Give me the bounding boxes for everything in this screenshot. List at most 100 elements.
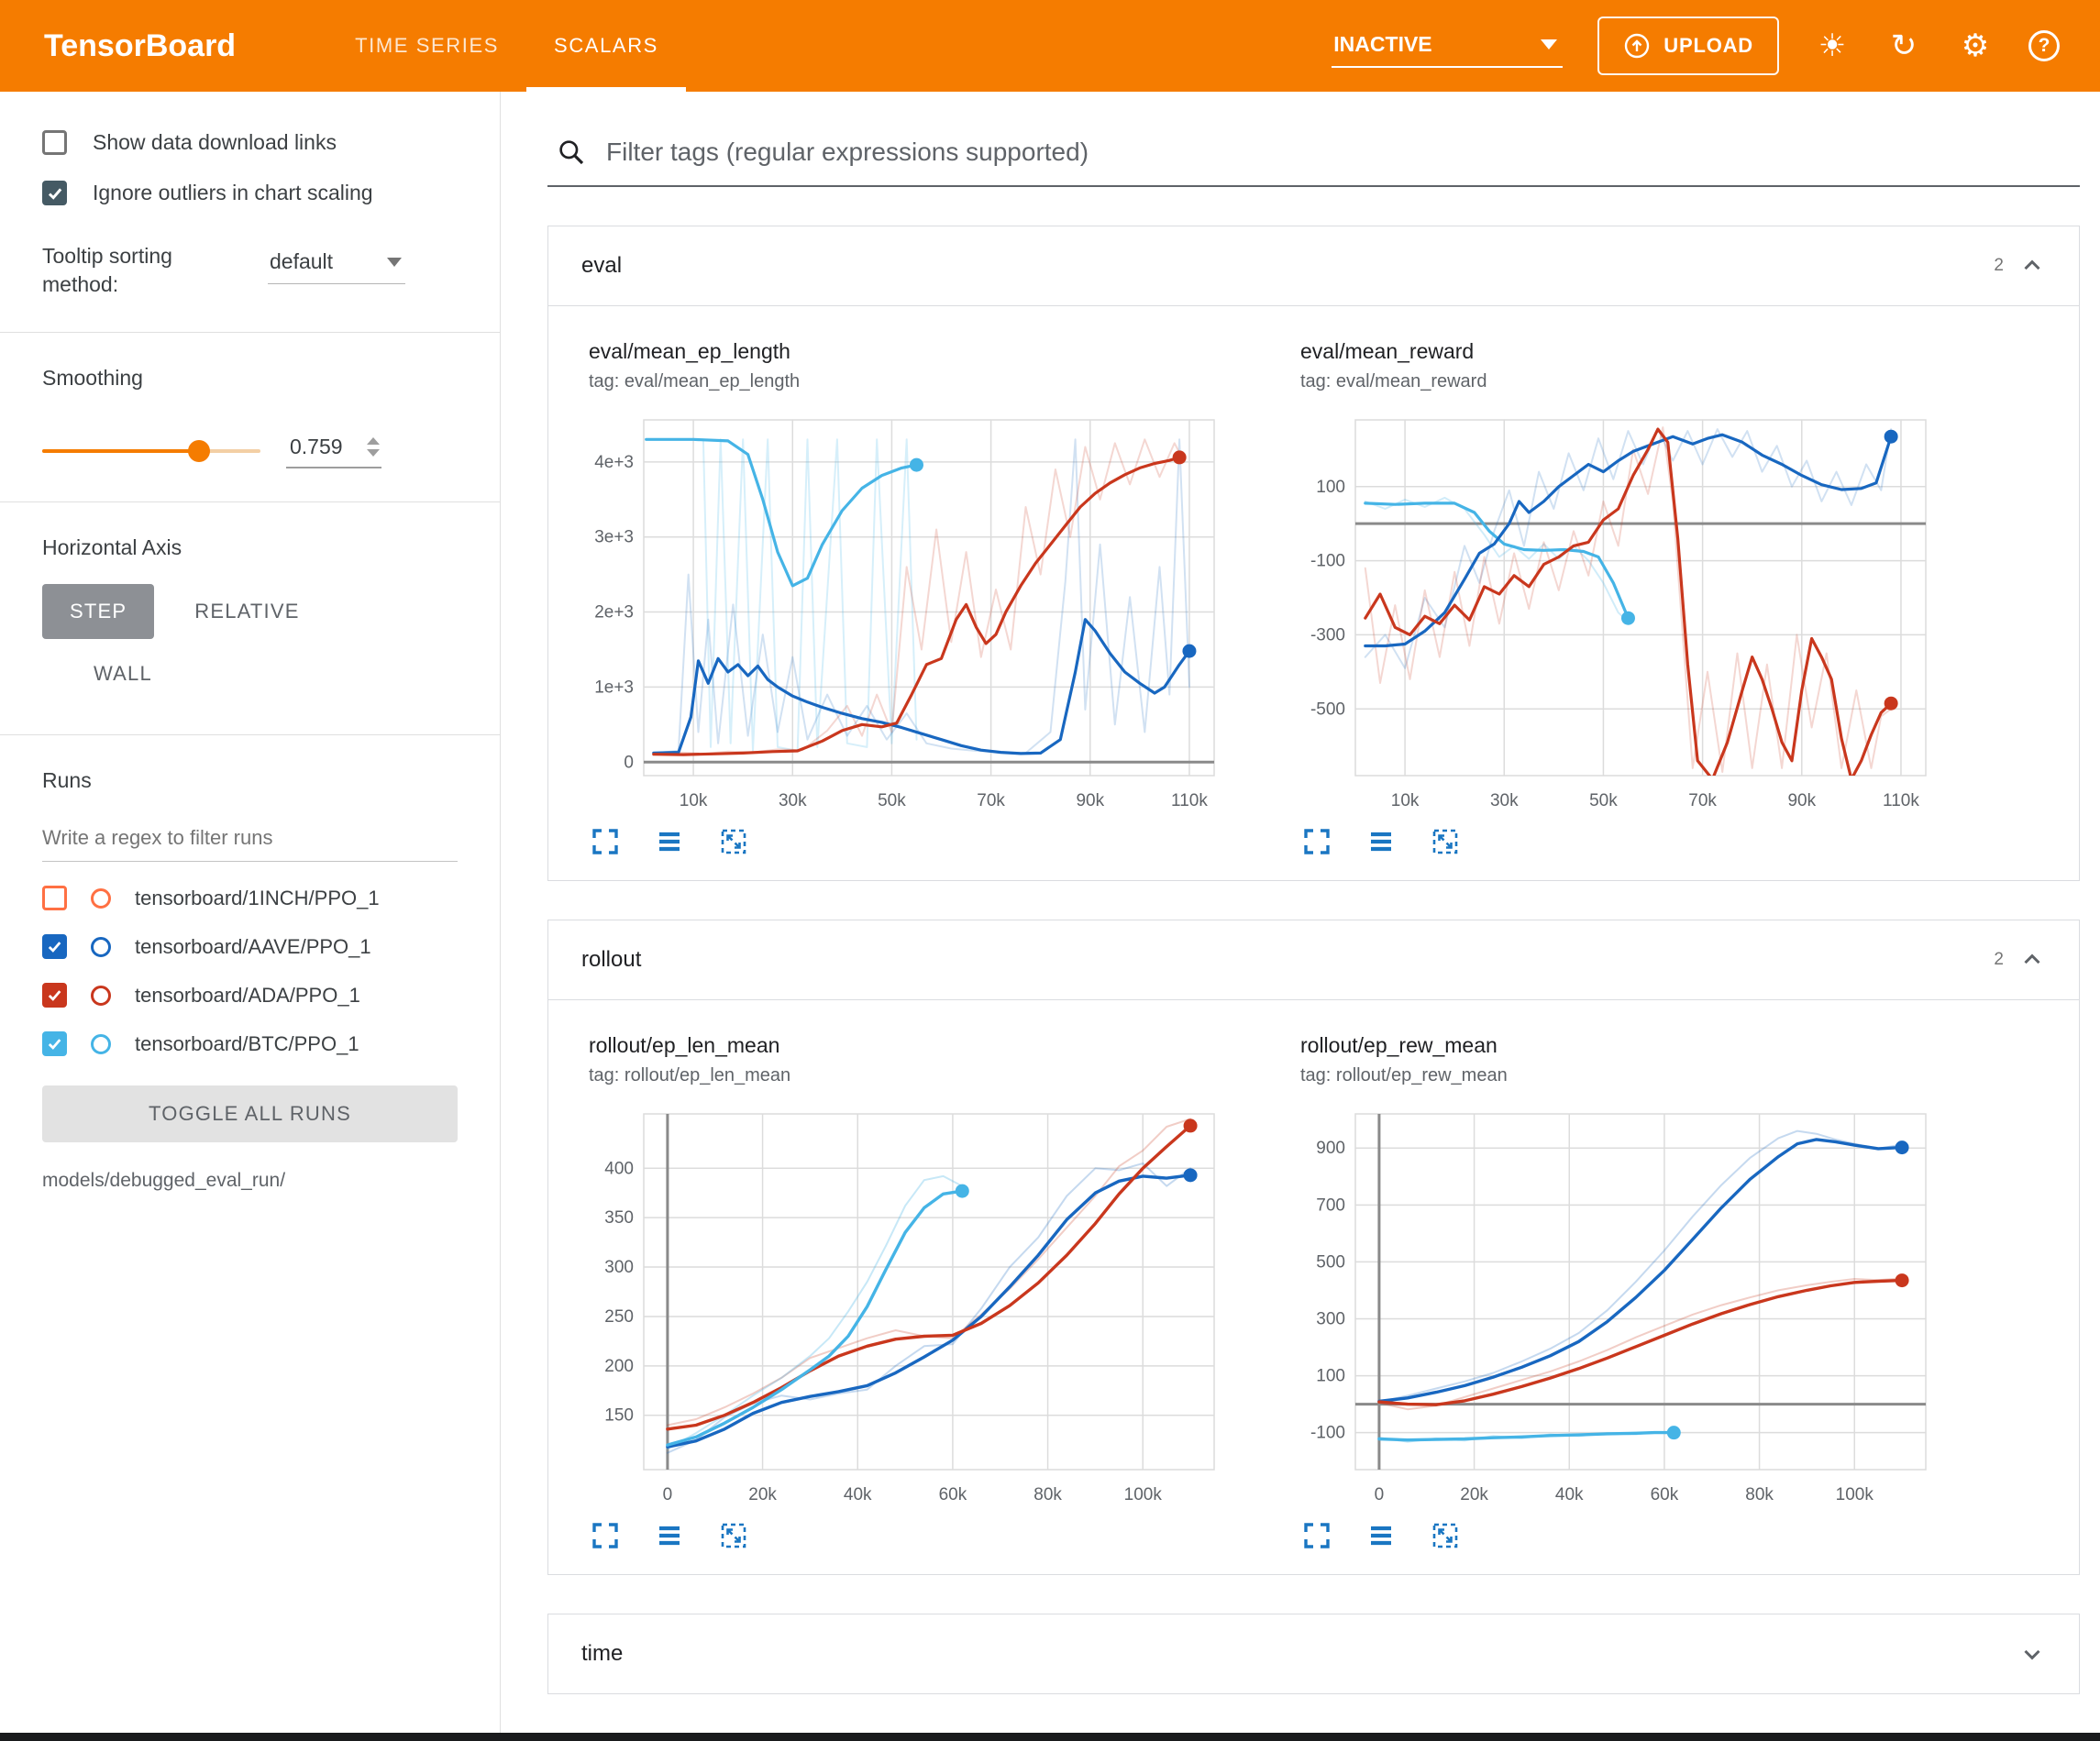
- ignore-outliers-checkbox[interactable]: Ignore outliers in chart scaling: [42, 181, 458, 205]
- svg-text:300: 300: [604, 1258, 634, 1277]
- section-eval-header[interactable]: eval 2: [548, 226, 2079, 305]
- section-eval-body: eval/mean_ep_length tag: eval/mean_ep_le…: [548, 305, 2079, 880]
- chart-tag: tag: rollout/ep_rew_mean: [1300, 1065, 1508, 1085]
- svg-text:20k: 20k: [748, 1485, 777, 1504]
- chart-toolbar: [1302, 1521, 1948, 1550]
- svg-text:20k: 20k: [1460, 1485, 1488, 1504]
- spinner-up-icon[interactable]: [367, 437, 380, 446]
- settings-gear-icon[interactable]: ⚙: [1961, 28, 1990, 63]
- fit-domain-icon[interactable]: [1431, 827, 1460, 856]
- chart-eval-mean-ep-length: eval/mean_ep_length tag: eval/mean_ep_le…: [576, 339, 1236, 856]
- svg-text:30k: 30k: [779, 791, 807, 810]
- chevron-up-icon[interactable]: [2018, 252, 2046, 280]
- status-dropdown[interactable]: INACTIVE: [1332, 25, 1564, 68]
- runs-directory-label: models/debugged_eval_run/: [42, 1170, 286, 1192]
- run-row-aave[interactable]: tensorboard/AAVE/PPO_1: [42, 934, 458, 960]
- tag-filter-bar: [547, 132, 2080, 187]
- chevron-down-icon[interactable]: [2018, 1640, 2046, 1668]
- chart-tag: tag: eval/mean_reward: [1300, 371, 1487, 391]
- tab-scalars[interactable]: SCALARS: [526, 0, 686, 92]
- expand-chart-icon[interactable]: [591, 827, 620, 856]
- chart-plot-area[interactable]: 0 20k 40k 60k 80k 100k -100 100 300 500 700 900: [1288, 1101, 1948, 1512]
- svg-text:1e+3: 1e+3: [594, 678, 634, 697]
- section-time-header[interactable]: time: [548, 1614, 2079, 1693]
- chart-title: rollout/ep_len_mean: [589, 1033, 780, 1057]
- tooltip-sorting-label: Tooltip sorting method:: [42, 244, 172, 297]
- run-checkbox[interactable]: [42, 886, 67, 911]
- tag-filter-input[interactable]: [606, 138, 2072, 167]
- section-card-rollout: rollout 2 rollout/ep_len_mean tag: rollo…: [547, 920, 2080, 1575]
- svg-text:-100: -100: [1310, 552, 1345, 571]
- run-checkbox[interactable]: [42, 1031, 67, 1057]
- fit-domain-icon[interactable]: [719, 1521, 748, 1550]
- slider-fill: [42, 448, 200, 453]
- section-card-time: time: [547, 1614, 2080, 1694]
- run-color-circle: [91, 1033, 111, 1054]
- axis-step-button[interactable]: STEP: [42, 584, 155, 640]
- checkbox-unchecked-icon: [42, 130, 67, 155]
- view-run-data-icon[interactable]: [655, 1521, 684, 1550]
- run-label: tensorboard/ADA/PPO_1: [135, 983, 360, 1007]
- chart-plot-area[interactable]: 10k 30k 50k 70k 90k 110k 0 1e+3 2e+3 3e+3 4e+3: [576, 407, 1236, 818]
- section-count-badge: 2: [1994, 256, 2004, 275]
- run-row-ada[interactable]: tensorboard/ADA/PPO_1: [42, 983, 458, 1008]
- section-title: eval: [581, 253, 623, 278]
- smoothing-value-input[interactable]: 0.759: [286, 433, 381, 469]
- chart-toolbar: [1302, 827, 1948, 856]
- expand-chart-icon[interactable]: [591, 1521, 620, 1550]
- chart-plot-area[interactable]: 10k 30k 50k 70k 90k 110k 100 -100 -300 -500: [1288, 407, 1948, 818]
- expand-chart-icon[interactable]: [1302, 827, 1332, 856]
- svg-text:80k: 80k: [1033, 1485, 1062, 1504]
- run-checkbox[interactable]: [42, 934, 67, 960]
- axis-wall-button[interactable]: WALL: [66, 646, 180, 701]
- chart-tag: tag: eval/mean_ep_length: [589, 371, 801, 391]
- toggle-all-runs-button[interactable]: TOGGLE ALL RUNS: [42, 1085, 458, 1143]
- chart-plot-area[interactable]: 0 20k 40k 60k 80k 100k 150 200 250 300 350 400: [576, 1101, 1236, 1512]
- slider-thumb[interactable]: [188, 439, 211, 462]
- tab-time-series[interactable]: TIME SERIES: [355, 34, 500, 57]
- svg-text:40k: 40k: [844, 1485, 872, 1504]
- upload-label: UPLOAD: [1663, 34, 1753, 57]
- axis-relative-button[interactable]: RELATIVE: [167, 584, 326, 639]
- help-icon[interactable]: ?: [2028, 30, 2060, 61]
- section-title: time: [581, 1641, 624, 1666]
- svg-text:100k: 100k: [1124, 1485, 1163, 1504]
- chevron-up-icon[interactable]: [2018, 946, 2046, 974]
- fit-domain-icon[interactable]: [719, 827, 748, 856]
- expand-chart-icon[interactable]: [1302, 1521, 1332, 1550]
- svg-text:0: 0: [663, 1485, 673, 1504]
- chart-toolbar: [591, 827, 1236, 856]
- divider: [0, 734, 500, 736]
- brightness-icon[interactable]: ☀: [1818, 28, 1847, 63]
- run-row-1inch[interactable]: tensorboard/1INCH/PPO_1: [42, 886, 458, 911]
- smoothing-slider[interactable]: [42, 439, 260, 462]
- refresh-icon[interactable]: ↻: [1890, 28, 1918, 63]
- run-row-btc[interactable]: tensorboard/BTC/PPO_1: [42, 1031, 458, 1057]
- tooltip-sorting-dropdown[interactable]: default: [268, 246, 405, 284]
- app-title: TensorBoard: [44, 28, 237, 63]
- chart-title: rollout/ep_rew_mean: [1300, 1033, 1498, 1057]
- spinner-down-icon[interactable]: [367, 449, 380, 457]
- upload-button[interactable]: UPLOAD: [1597, 17, 1779, 75]
- svg-text:300: 300: [1316, 1309, 1345, 1328]
- svg-text:2e+3: 2e+3: [594, 603, 634, 623]
- chart-rollout-ep-rew-mean: rollout/ep_rew_mean tag: rollout/ep_rew_…: [1288, 1033, 1948, 1550]
- section-rollout-header[interactable]: rollout 2: [548, 920, 2079, 999]
- smoothing-value: 0.759: [290, 435, 343, 459]
- svg-text:0: 0: [624, 753, 634, 772]
- chart-tag: tag: rollout/ep_len_mean: [589, 1065, 791, 1085]
- svg-text:4e+3: 4e+3: [594, 453, 634, 472]
- svg-text:200: 200: [604, 1357, 634, 1376]
- view-run-data-icon[interactable]: [1366, 1521, 1396, 1550]
- view-run-data-icon[interactable]: [655, 827, 684, 856]
- svg-text:50k: 50k: [878, 791, 906, 810]
- chevron-down-icon: [387, 257, 402, 267]
- show-download-links-checkbox[interactable]: Show data download links: [42, 130, 458, 155]
- svg-text:400: 400: [604, 1159, 634, 1178]
- fit-domain-icon[interactable]: [1431, 1521, 1460, 1550]
- chart-rollout-ep-len-mean: rollout/ep_len_mean tag: rollout/ep_len_…: [576, 1033, 1236, 1550]
- view-run-data-icon[interactable]: [1366, 827, 1396, 856]
- run-checkbox[interactable]: [42, 983, 67, 1008]
- runs-filter-input[interactable]: [42, 819, 458, 863]
- smoothing-label: Smoothing: [42, 366, 143, 391]
